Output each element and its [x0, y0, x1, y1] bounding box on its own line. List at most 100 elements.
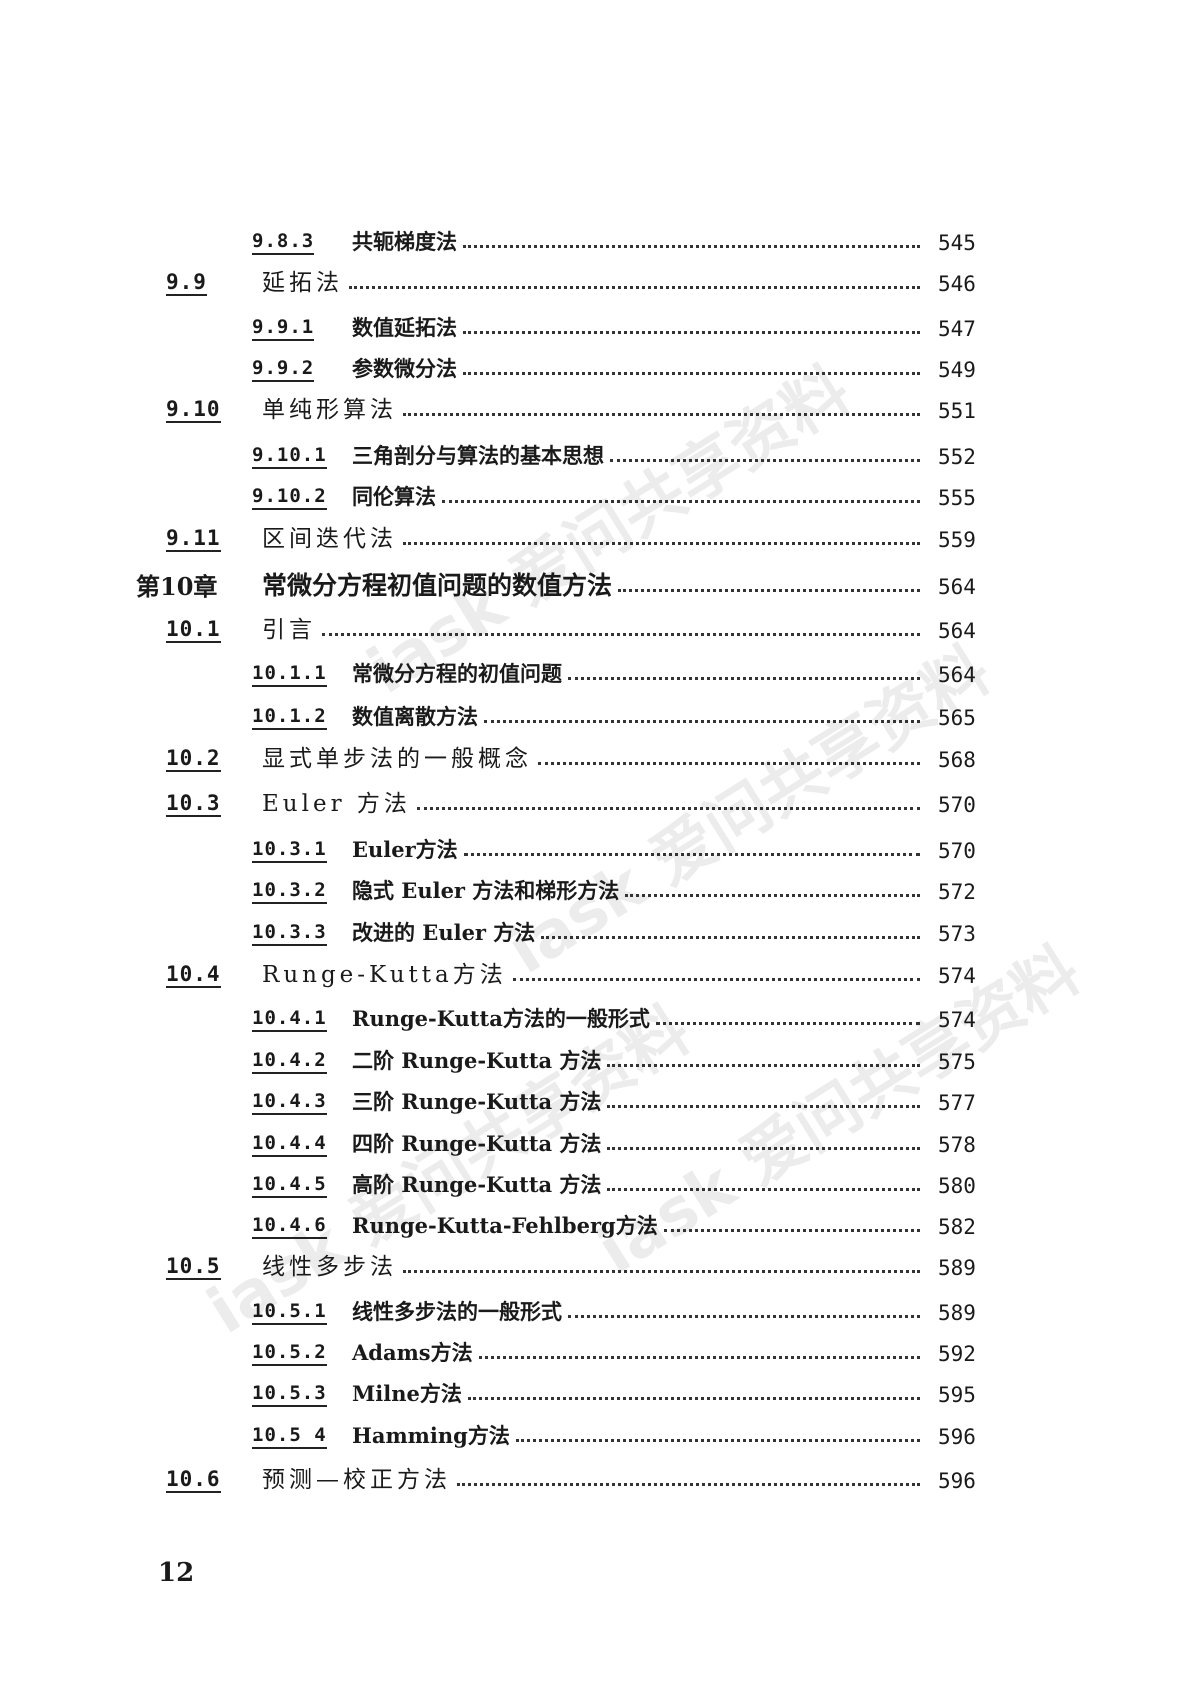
toc-entry: 10.3 Euler 方法 570 — [0, 787, 1190, 821]
section-title: Euler 方法 — [262, 791, 411, 818]
section-number: 10.4.6 — [252, 1213, 327, 1240]
page-ref: 595 — [938, 1383, 976, 1408]
section-title-line: 数值延拓法 — [352, 315, 928, 341]
dot-leader — [541, 936, 920, 940]
toc-entry: 10.5 线性多步法 589 — [0, 1250, 1190, 1284]
page-ref: 570 — [938, 838, 976, 863]
page-ref: 564 — [938, 574, 976, 599]
section-title-line: 常微分方程初值问题的数值方法 — [262, 570, 928, 600]
dot-leader — [625, 893, 920, 897]
dot-leader — [607, 1147, 920, 1151]
section-title: 高阶 Runge-Kutta 方法 — [352, 1172, 602, 1198]
toc-entry: 10.4.4 四阶 Runge-Kutta 方法 578 — [0, 1127, 1190, 1161]
toc-entry: 9.9.1 数值延拓法 547 — [0, 311, 1190, 345]
dot-leader — [607, 1188, 920, 1192]
section-title: 三阶 Runge-Kutta 方法 — [352, 1088, 602, 1114]
page-ref: 589 — [938, 1256, 976, 1281]
section-title-line: 同伦算法 — [352, 484, 928, 510]
section-number: 10.6 — [166, 1466, 221, 1493]
dot-leader — [484, 719, 920, 723]
page-ref: 574 — [938, 1007, 976, 1032]
section-number: 9.10.2 — [252, 484, 327, 511]
section-number: 10.5.2 — [252, 1340, 327, 1366]
dot-leader — [655, 1021, 920, 1025]
section-title-line: 预测—校正方法 — [262, 1467, 928, 1493]
section-title-line: 三阶 Runge-Kutta 方法 — [352, 1089, 928, 1115]
section-number: 9.8.3 — [252, 229, 315, 255]
section-number: 9.9 — [166, 269, 207, 296]
section-title: Adams方法 — [352, 1339, 473, 1365]
section-title-line: 参数微分法 — [352, 356, 928, 382]
dot-leader — [349, 285, 920, 289]
section-number: 10.4 — [166, 962, 221, 989]
section-title: 引言 — [262, 617, 316, 644]
section-number: 10.3.3 — [252, 920, 327, 947]
section-number: 10.5 4 — [252, 1423, 327, 1450]
section-title: Runge-Kutta-Fehlberg方法 — [352, 1213, 658, 1239]
section-number: 10.1.1 — [252, 661, 327, 688]
page-ref: 552 — [938, 444, 976, 469]
toc-entry: 10.3.2 隐式 Euler 方法和梯形方法 572 — [0, 874, 1190, 908]
dot-leader — [607, 1104, 920, 1108]
section-title-line: 共轭梯度法 — [352, 229, 928, 255]
section-title: 显式单步法的一般概念 — [262, 745, 532, 772]
toc-entry: 10.4.1 Runge-Kutta方法的一般形式 574 — [0, 1002, 1190, 1036]
section-title: 常微分方程初值问题的数值方法 — [262, 570, 613, 600]
toc-entry: 10.4 Runge-Kutta方法 574 — [0, 958, 1190, 992]
section-title-line: 线性多步法 — [262, 1254, 928, 1280]
toc-entry: 第10章 常微分方程初值问题的数值方法 564 — [0, 569, 1190, 603]
dot-leader — [607, 1063, 920, 1067]
section-title-line: Runge-Kutta-Fehlberg方法 — [352, 1213, 928, 1239]
section-title: Runge-Kutta方法 — [262, 962, 507, 989]
toc-entry: 9.10 单纯形算法 551 — [0, 393, 1190, 427]
toc-entry: 10.3.1 Euler方法 570 — [0, 833, 1190, 867]
page-ref: 592 — [938, 1341, 976, 1366]
dot-leader — [403, 413, 920, 417]
dot-leader — [618, 588, 920, 592]
section-title: 数值离散方法 — [352, 703, 478, 729]
dot-leader — [568, 1314, 920, 1318]
section-title-line: 高阶 Runge-Kutta 方法 — [352, 1172, 928, 1198]
section-number: 9.10 — [166, 397, 221, 424]
toc-entry: 9.11 区间迭代法 559 — [0, 522, 1190, 556]
section-number: 10.4.4 — [252, 1131, 327, 1158]
page-ref: 574 — [938, 964, 976, 989]
toc-entry: 10.4.6 Runge-Kutta-Fehlberg方法 582 — [0, 1209, 1190, 1243]
toc-entry: 9.9 延拓法 546 — [0, 266, 1190, 300]
section-number: 10.1 — [166, 617, 221, 644]
section-number: 9.11 — [166, 526, 221, 553]
section-title-line: Euler 方法 — [262, 791, 928, 817]
page-ref: 573 — [938, 922, 976, 947]
toc-entry: 10.5.3 Milne方法 595 — [0, 1377, 1190, 1411]
page-ref: 582 — [938, 1215, 976, 1240]
section-number: 9.9.1 — [252, 315, 315, 342]
section-number: 10.2 — [166, 745, 221, 772]
toc-entry: 10.6 预测—校正方法 596 — [0, 1463, 1190, 1497]
page-ref: 559 — [938, 528, 976, 553]
section-title: 改进的 Euler 方法 — [352, 920, 536, 946]
section-number: 10.3 — [166, 791, 221, 818]
dot-leader — [538, 761, 920, 765]
page-ref: 580 — [938, 1174, 976, 1199]
dot-leader — [416, 807, 920, 811]
section-title: Milne方法 — [352, 1381, 462, 1407]
section-number: 10.5 — [166, 1254, 221, 1281]
toc-entry: 10.1.2 数值离散方法 565 — [0, 700, 1190, 734]
section-title-line: 三角剖分与算法的基本思想 — [352, 443, 928, 469]
page-ref: 578 — [938, 1133, 976, 1158]
section-title: 延拓法 — [262, 269, 343, 296]
section-title: 数值延拓法 — [352, 315, 457, 341]
page-ref: 555 — [938, 486, 976, 511]
toc-entry: 9.10.2 同伦算法 555 — [0, 480, 1190, 514]
page-ref: 547 — [938, 317, 976, 342]
section-title: 二阶 Runge-Kutta 方法 — [352, 1047, 602, 1073]
section-title: 四阶 Runge-Kutta 方法 — [352, 1131, 602, 1157]
dot-leader — [663, 1229, 920, 1233]
section-title: 常微分方程的初值问题 — [352, 661, 562, 687]
section-title: Euler方法 — [352, 836, 458, 862]
section-title: 参数微分法 — [352, 356, 457, 382]
dot-leader — [322, 633, 920, 637]
dot-leader — [457, 1482, 920, 1486]
section-title: 预测—校正方法 — [262, 1466, 451, 1493]
page-ref: 568 — [938, 747, 976, 772]
